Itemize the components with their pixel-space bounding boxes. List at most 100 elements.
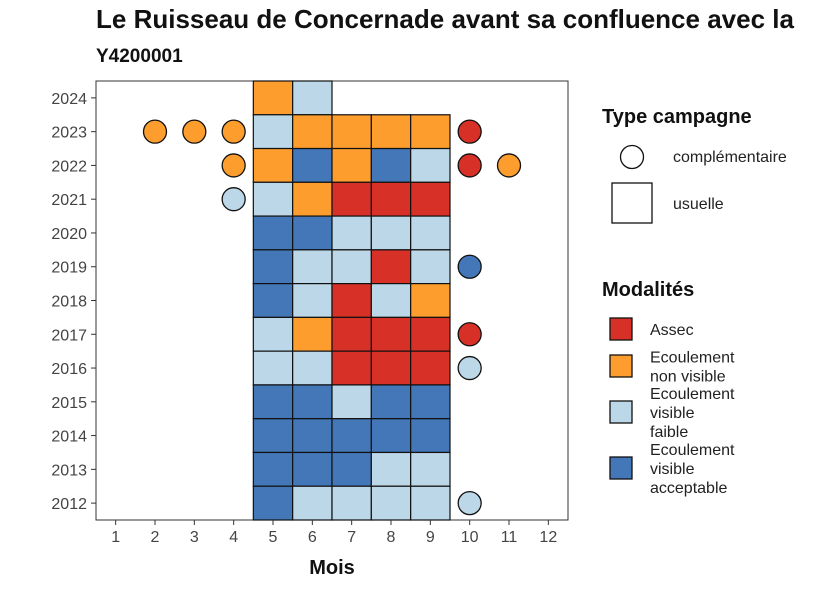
cell-2017-8 [370, 316, 412, 352]
y-tick-label: 2012 [51, 496, 87, 513]
point-2022-10 [457, 153, 482, 178]
cell-2018-6 [292, 283, 333, 318]
cell-2024-6 [292, 80, 333, 116]
x-tick-label: 3 [190, 529, 199, 546]
cell-2014-9 [410, 418, 451, 454]
cell-2022-7 [331, 147, 372, 183]
cell-2013-7 [331, 451, 372, 487]
cell-2012-5 [252, 485, 294, 521]
cell-2017-9 [410, 316, 451, 352]
cell-2023-9 [410, 114, 451, 150]
x-tick-label: 9 [426, 529, 435, 546]
cell-2013-9 [410, 451, 451, 487]
point-2023-10 [457, 119, 482, 144]
cell-2020-9 [410, 215, 451, 251]
cell-2013-5 [252, 451, 294, 487]
cell-2018-9 [410, 283, 451, 318]
point-2023-3 [182, 119, 207, 144]
x-tick-label: 12 [539, 529, 557, 546]
cell-2016-6 [292, 350, 333, 386]
x-tick-label: 6 [308, 529, 317, 546]
y-tick-label: 2024 [51, 91, 87, 108]
point-2023-2 [142, 119, 168, 144]
plot-area [95, 80, 569, 521]
cell-2023-5 [252, 114, 294, 150]
cell-2019-5 [252, 249, 294, 285]
x-axis: 1 2 3 4 5 6 7 8 9 10 11 12 [111, 520, 557, 546]
cell-2016-8 [370, 350, 412, 386]
legend-label: Assec [650, 322, 694, 339]
cell-2017-6 [292, 316, 333, 352]
y-tick-label: 2021 [51, 192, 87, 209]
cell-2012-8 [370, 485, 412, 521]
legend-label: Ecoulement visible faible [650, 386, 735, 441]
chart-title: Le Ruisseau de Concernade avant sa confl… [96, 4, 794, 34]
legend-square-key [611, 182, 653, 224]
cell-2022-6 [292, 147, 333, 183]
legend-type-label: usuelle [673, 196, 724, 213]
x-tick-label: 4 [229, 529, 238, 546]
legend-key-assec [609, 317, 633, 341]
x-tick-label: 10 [461, 529, 479, 546]
cell-2021-9 [410, 181, 451, 217]
legend-label: Ecoulement non visible [650, 350, 735, 386]
cell-2015-9 [410, 384, 451, 420]
cell-2016-9 [410, 350, 451, 386]
x-tick-label: 11 [501, 529, 518, 546]
cell-2014-7 [331, 418, 372, 454]
cell-2019-6 [292, 249, 333, 285]
point-2022-11 [496, 153, 522, 178]
legend-type-label: complémentaire [673, 149, 787, 166]
y-tick-label: 2015 [51, 395, 87, 412]
legend-label: Ecoulement visible acceptable [650, 442, 735, 497]
cell-2020-6 [292, 215, 333, 251]
cell-2015-5 [252, 384, 294, 420]
cell-2017-7 [331, 316, 372, 352]
point-2017-10 [457, 322, 482, 347]
cell-2020-8 [370, 215, 412, 251]
cell-2013-8 [370, 451, 412, 487]
cell-2016-5 [252, 350, 294, 386]
cell-2018-5 [252, 283, 294, 318]
cell-2021-5 [252, 181, 294, 217]
legend-modalites-title: Modalités [602, 279, 694, 301]
y-tick-label: 2020 [51, 226, 87, 243]
cell-2016-7 [331, 350, 372, 386]
cell-2022-9 [410, 147, 451, 183]
point-2023-4 [221, 119, 246, 144]
cell-2013-6 [292, 451, 333, 487]
cell-2019-9 [410, 249, 451, 285]
cell-2022-8 [370, 147, 412, 183]
cell-2014-8 [370, 418, 412, 454]
y-tick-label: 2017 [51, 327, 87, 344]
y-tick-label: 2014 [51, 429, 87, 446]
cell-2018-8 [370, 283, 412, 318]
cell-2015-7 [331, 384, 372, 420]
cell-2021-8 [370, 181, 412, 217]
x-tick-label: 8 [387, 529, 396, 546]
point-2021-4 [221, 187, 246, 212]
cell-2022-5 [252, 147, 294, 183]
cell-2023-8 [370, 114, 412, 150]
cell-2024-5 [252, 80, 294, 116]
cell-2015-6 [292, 384, 333, 420]
legend-type-title: Type campagne [602, 106, 752, 128]
point-2022-4 [221, 153, 246, 178]
x-tick-label: 1 [111, 529, 120, 546]
cell-2020-5 [252, 215, 294, 251]
cell-2021-7 [331, 181, 372, 217]
point-2019-10 [457, 254, 482, 279]
cell-2017-5 [252, 316, 294, 352]
y-axis: 2012 2013 2014 2015 2016 2017 2018 2019 2020 2021… [51, 91, 96, 513]
cell-2019-8 [370, 249, 412, 285]
cell-2014-6 [292, 418, 333, 454]
chart-subtitle: Y4200001 [96, 46, 183, 67]
cell-2020-7 [331, 215, 372, 251]
x-tick-label: 7 [347, 529, 356, 546]
cell-2023-7 [331, 114, 372, 150]
x-tick-label: 2 [151, 529, 160, 546]
point-2016-10 [457, 355, 482, 381]
x-axis-label: Mois [309, 557, 355, 579]
